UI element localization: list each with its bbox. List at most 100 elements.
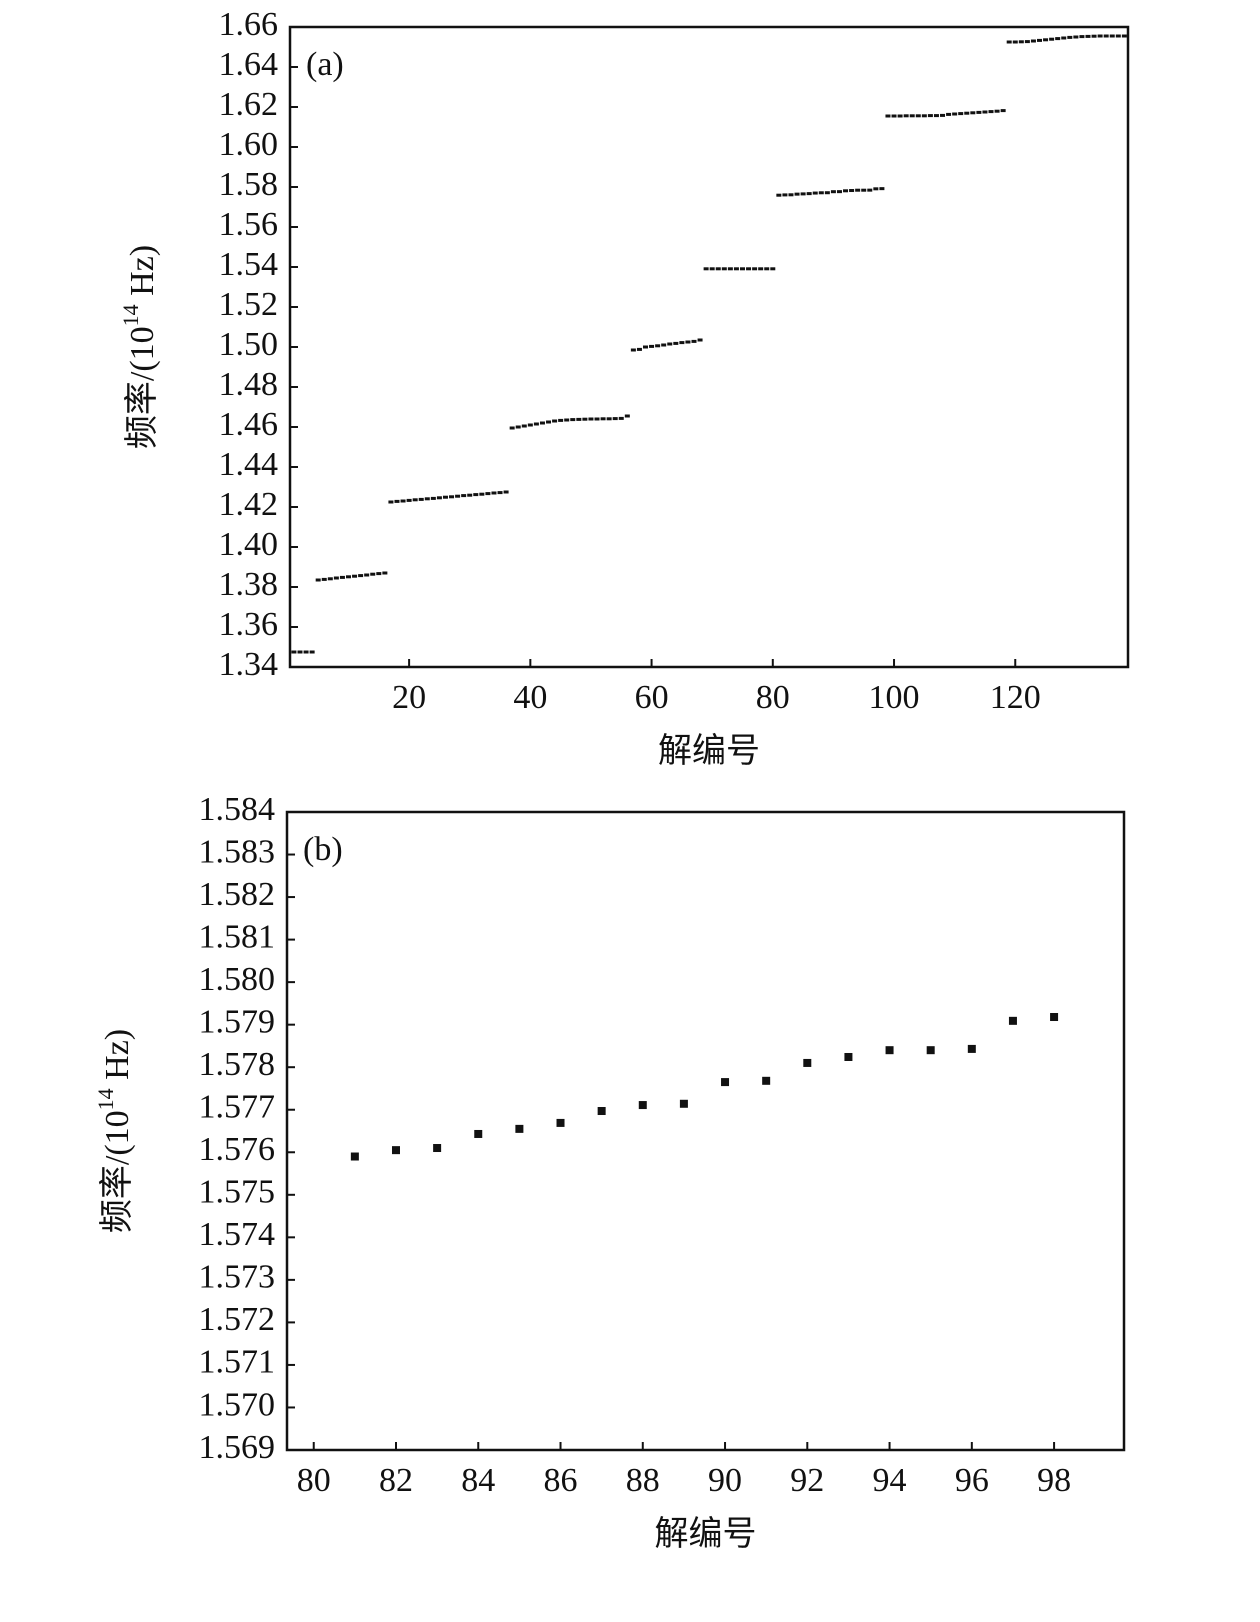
x-tick-label: 80 — [297, 1462, 331, 1499]
point — [855, 188, 861, 192]
plot-frame — [285, 810, 1126, 1452]
point — [497, 491, 503, 495]
y-tick-label: 1.578 — [199, 1046, 276, 1083]
point — [679, 1099, 688, 1108]
point — [721, 267, 727, 271]
point — [721, 1078, 730, 1087]
point — [836, 190, 842, 194]
x-tick-label: 80 — [756, 679, 790, 716]
point — [885, 1046, 894, 1055]
point — [582, 417, 588, 421]
point — [970, 111, 976, 115]
point — [727, 267, 733, 271]
point — [746, 267, 752, 271]
point — [1115, 34, 1121, 38]
point — [474, 1129, 483, 1138]
point — [915, 114, 921, 118]
x-tick-label: 40 — [513, 679, 547, 716]
point — [350, 1152, 359, 1161]
y-tick-label: 1.579 — [199, 1003, 276, 1040]
point — [733, 267, 739, 271]
point — [442, 495, 448, 499]
point — [764, 267, 770, 271]
point — [709, 267, 715, 271]
point — [352, 574, 358, 578]
point — [406, 498, 412, 502]
point — [309, 650, 315, 654]
point — [982, 110, 988, 114]
y-tick-label: 1.574 — [199, 1216, 276, 1253]
point — [624, 414, 630, 418]
y-tick-label: 1.577 — [199, 1089, 276, 1126]
y-tick-label: 1.38 — [219, 566, 279, 603]
point — [967, 1044, 976, 1053]
point — [679, 341, 685, 345]
point — [685, 340, 691, 344]
point — [861, 188, 867, 192]
point — [1008, 1016, 1017, 1025]
point — [782, 193, 788, 197]
y-tick-label: 1.48 — [219, 366, 279, 403]
point — [433, 1144, 442, 1153]
x-tick-label: 60 — [635, 679, 669, 716]
point — [1097, 34, 1103, 38]
point — [376, 572, 382, 576]
point — [533, 422, 539, 426]
panel-label: (b) — [303, 831, 343, 868]
point — [327, 577, 333, 581]
y-tick-label: 1.34 — [219, 646, 279, 683]
y-axis-label-exponent: 14 — [118, 304, 143, 326]
x-tick-label: 120 — [990, 679, 1041, 716]
point — [909, 114, 915, 118]
point — [321, 577, 327, 581]
point — [1024, 40, 1030, 44]
point — [1067, 35, 1073, 39]
point — [509, 426, 515, 430]
y-tick-label: 1.44 — [219, 446, 279, 483]
point — [612, 417, 618, 421]
point — [1043, 38, 1049, 42]
point — [643, 345, 649, 349]
y-tick-label: 1.582 — [199, 876, 276, 913]
point — [1073, 35, 1079, 39]
point — [491, 491, 497, 495]
point — [673, 341, 679, 345]
point — [1037, 38, 1043, 42]
point — [576, 417, 582, 421]
point — [703, 267, 709, 271]
x-tick-label: 20 — [392, 679, 426, 716]
point — [988, 110, 994, 114]
point — [597, 1107, 606, 1116]
point — [691, 339, 697, 343]
y-tick-label: 1.573 — [199, 1259, 276, 1296]
point — [946, 112, 952, 116]
point — [1050, 1013, 1059, 1022]
point — [364, 573, 370, 577]
point — [570, 418, 576, 422]
point — [630, 348, 636, 352]
point — [1091, 34, 1097, 38]
point — [424, 497, 430, 501]
point — [556, 1118, 565, 1127]
panel-label: (a) — [306, 46, 344, 83]
point — [473, 493, 479, 497]
point — [636, 347, 642, 351]
x-axis-label: 解编号 — [658, 732, 760, 770]
point — [400, 499, 406, 503]
y-axis-label-text: 频率/(10 — [98, 1110, 136, 1233]
point — [345, 575, 351, 579]
point — [806, 192, 812, 196]
point — [1006, 40, 1012, 44]
y-tick-label: 1.66 — [219, 6, 279, 43]
y-tick-label: 1.576 — [199, 1131, 276, 1168]
point — [449, 495, 455, 499]
point — [546, 420, 552, 424]
y-tick-label: 1.571 — [199, 1344, 276, 1381]
y-tick-label: 1.60 — [219, 126, 279, 163]
point — [291, 650, 297, 654]
point — [382, 571, 388, 575]
y-tick-label: 1.54 — [219, 246, 279, 283]
point — [461, 494, 467, 498]
point — [879, 187, 885, 191]
point — [697, 338, 703, 342]
